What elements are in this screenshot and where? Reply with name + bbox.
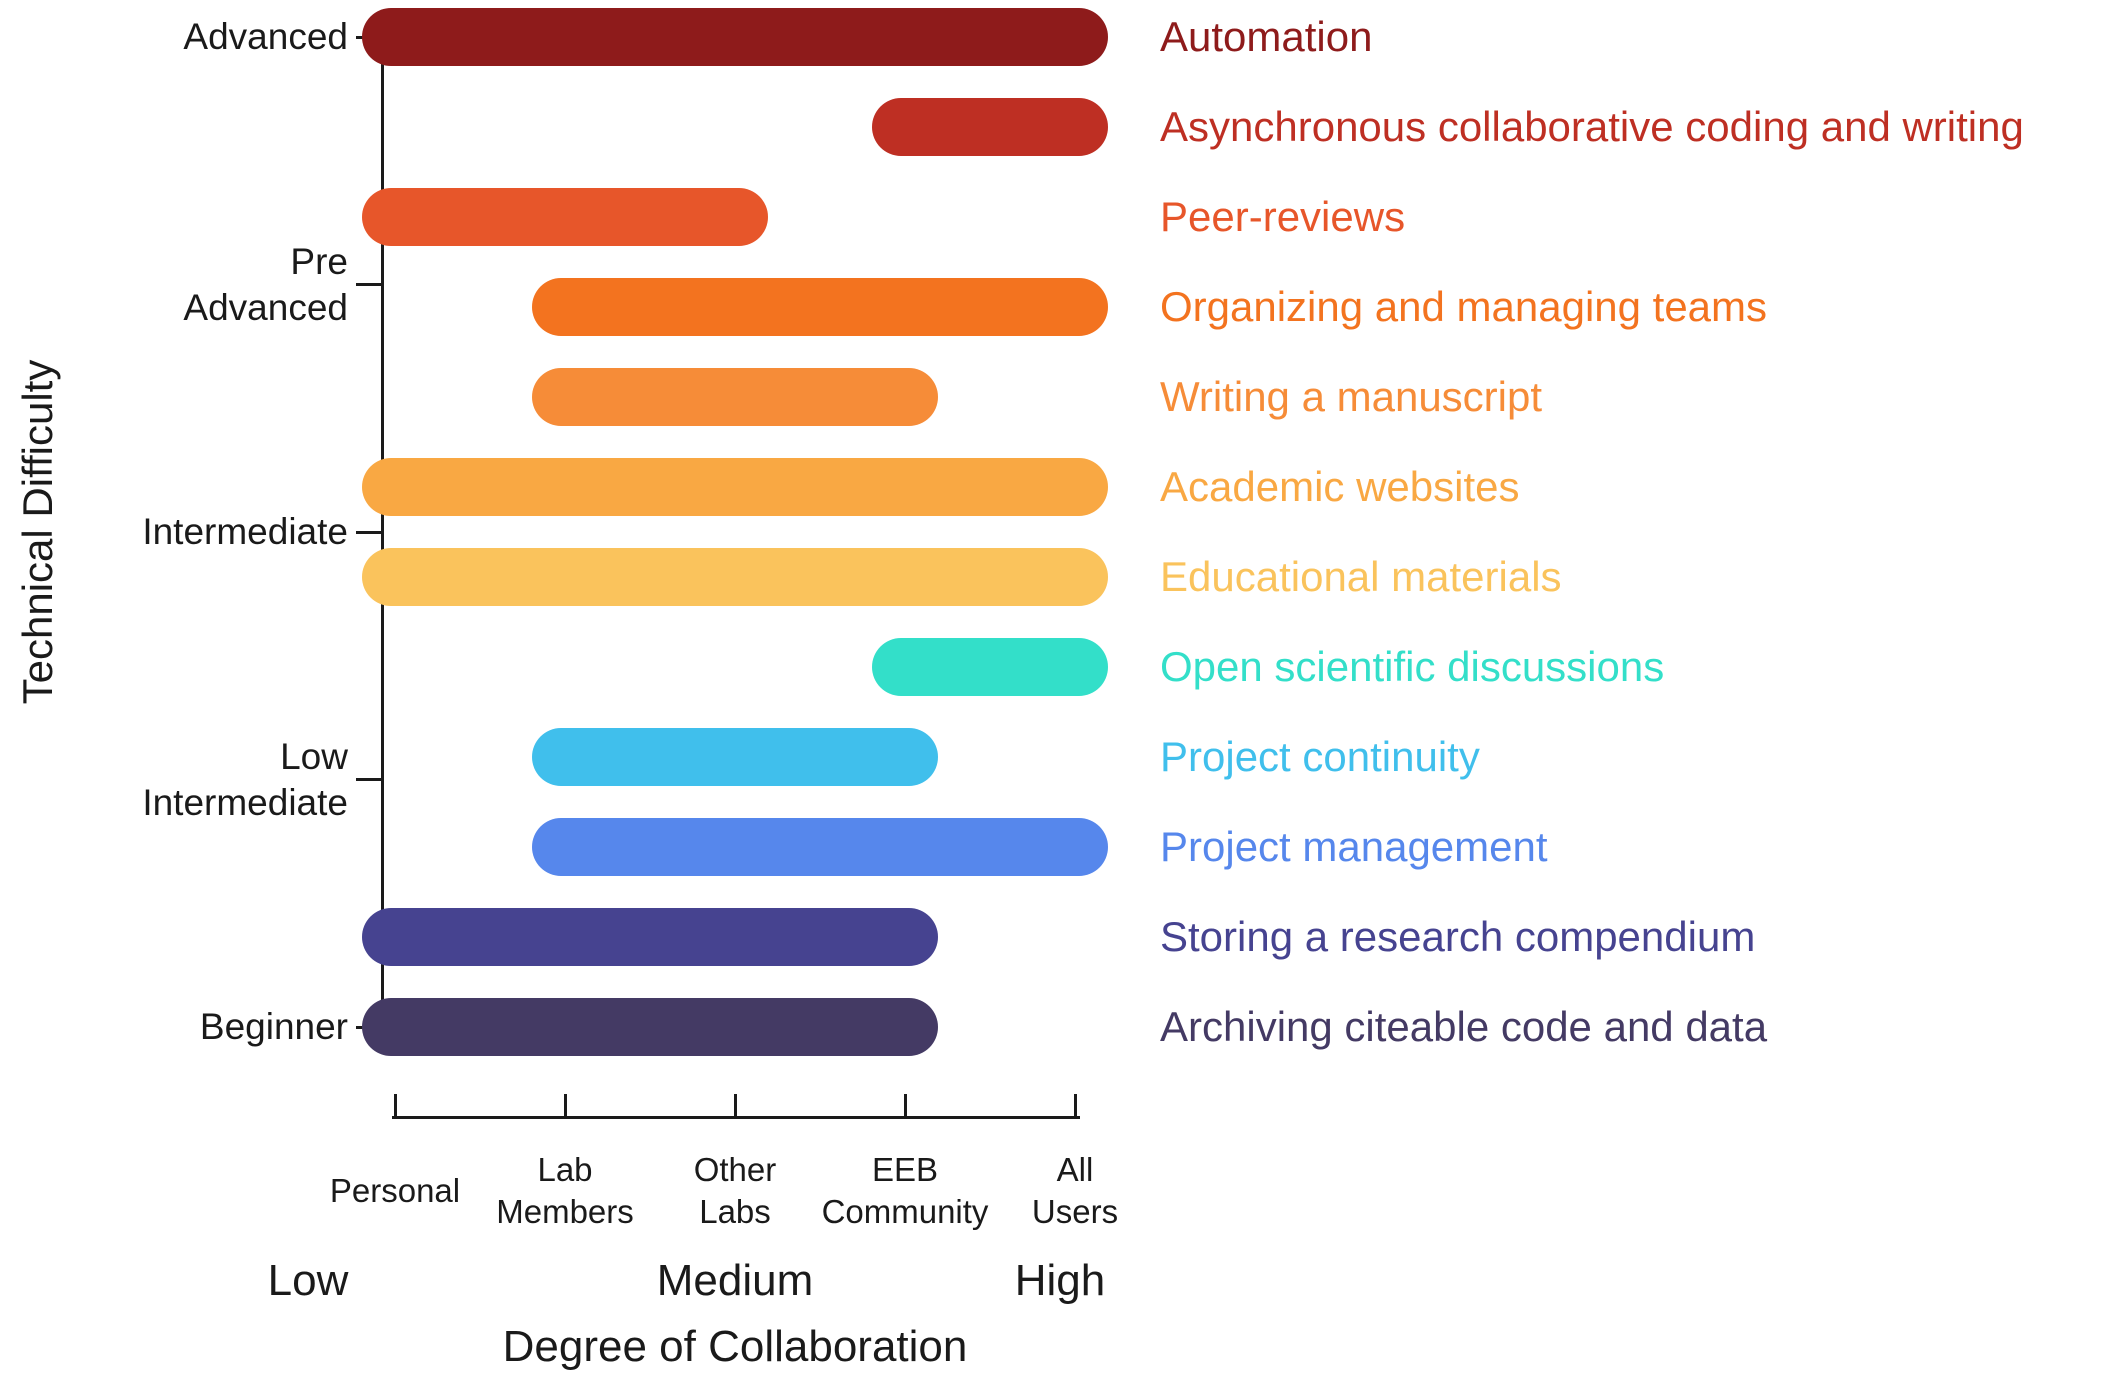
bar-organizing-and-managing-teams (532, 278, 1108, 336)
y-axis-tick (356, 530, 381, 534)
x-category-eeb-community: EEB Community (821, 1151, 989, 1230)
y-axis-line (381, 35, 384, 1029)
series-label-organizing-and-managing-teams: Organizing and managing teams (1160, 283, 1768, 330)
bar-project-management (532, 818, 1108, 876)
intensity-label-high: High (1014, 1256, 1106, 1305)
x-axis-tick (1073, 1094, 1077, 1116)
x-axis-tick (903, 1094, 907, 1116)
x-category-all-users: All Users (1031, 1151, 1119, 1230)
series-label-open-scientific-discussions: Open scientific discussions (1160, 643, 1665, 690)
series-label-project-continuity: Project continuity (1160, 733, 1480, 780)
series-label-writing-a-manuscript: Writing a manuscript (1160, 373, 1543, 420)
intensity-label-medium: Medium (656, 1256, 814, 1305)
bar-storing-a-research-compendium (362, 908, 938, 966)
y-tick-label-pre-advanced: Pre Advanced (183, 240, 348, 328)
intensity-label-low: Low (267, 1256, 349, 1305)
series-label-automation: Automation (1160, 13, 1373, 60)
series-label-archiving-citeable-code-and-data: Archiving citeable code and data (1160, 1003, 1768, 1050)
x-axis-line (392, 1116, 1080, 1119)
bar-academic-websites (362, 458, 1108, 516)
x-axis-title: Degree of Collaboration (502, 1322, 968, 1371)
bar-automation (362, 8, 1108, 66)
x-axis-tick (733, 1094, 737, 1116)
y-axis-tick (356, 778, 381, 781)
y-axis-tick (356, 283, 381, 286)
bar-peer-reviews (362, 188, 768, 246)
bar-open-scientific-discussions (872, 638, 1108, 696)
x-category-other-labs: Other Labs (693, 1151, 777, 1230)
series-label-project-management: Project management (1160, 823, 1548, 870)
bar-asynchronous-collaborative-coding-and-writing (872, 98, 1108, 156)
y-tick-label-advanced: Advanced (183, 16, 348, 57)
bar-writing-a-manuscript (532, 368, 938, 426)
x-category-personal: Personal (329, 1172, 461, 1209)
series-label-academic-websites: Academic websites (1160, 463, 1520, 510)
series-label-educational-materials: Educational materials (1160, 553, 1562, 600)
bar-educational-materials (362, 548, 1108, 606)
series-label-storing-a-research-compendium: Storing a research compendium (1160, 913, 1756, 960)
x-axis-tick (563, 1094, 567, 1116)
x-axis-tick (393, 1094, 397, 1116)
series-label-asynchronous-collaborative-coding-and-writing: Asynchronous collaborative coding and wr… (1160, 103, 2024, 150)
bar-project-continuity (532, 728, 938, 786)
y-tick-label-beginner: Beginner (199, 1006, 348, 1047)
y-tick-label-low-intermediate: Low Intermediate (142, 735, 348, 823)
series-label-peer-reviews: Peer-reviews (1160, 193, 1406, 240)
y-tick-label-intermediate: Intermediate (142, 511, 348, 552)
x-category-lab-members: Lab Members (496, 1151, 634, 1230)
bar-archiving-citeable-code-and-data (362, 998, 938, 1056)
